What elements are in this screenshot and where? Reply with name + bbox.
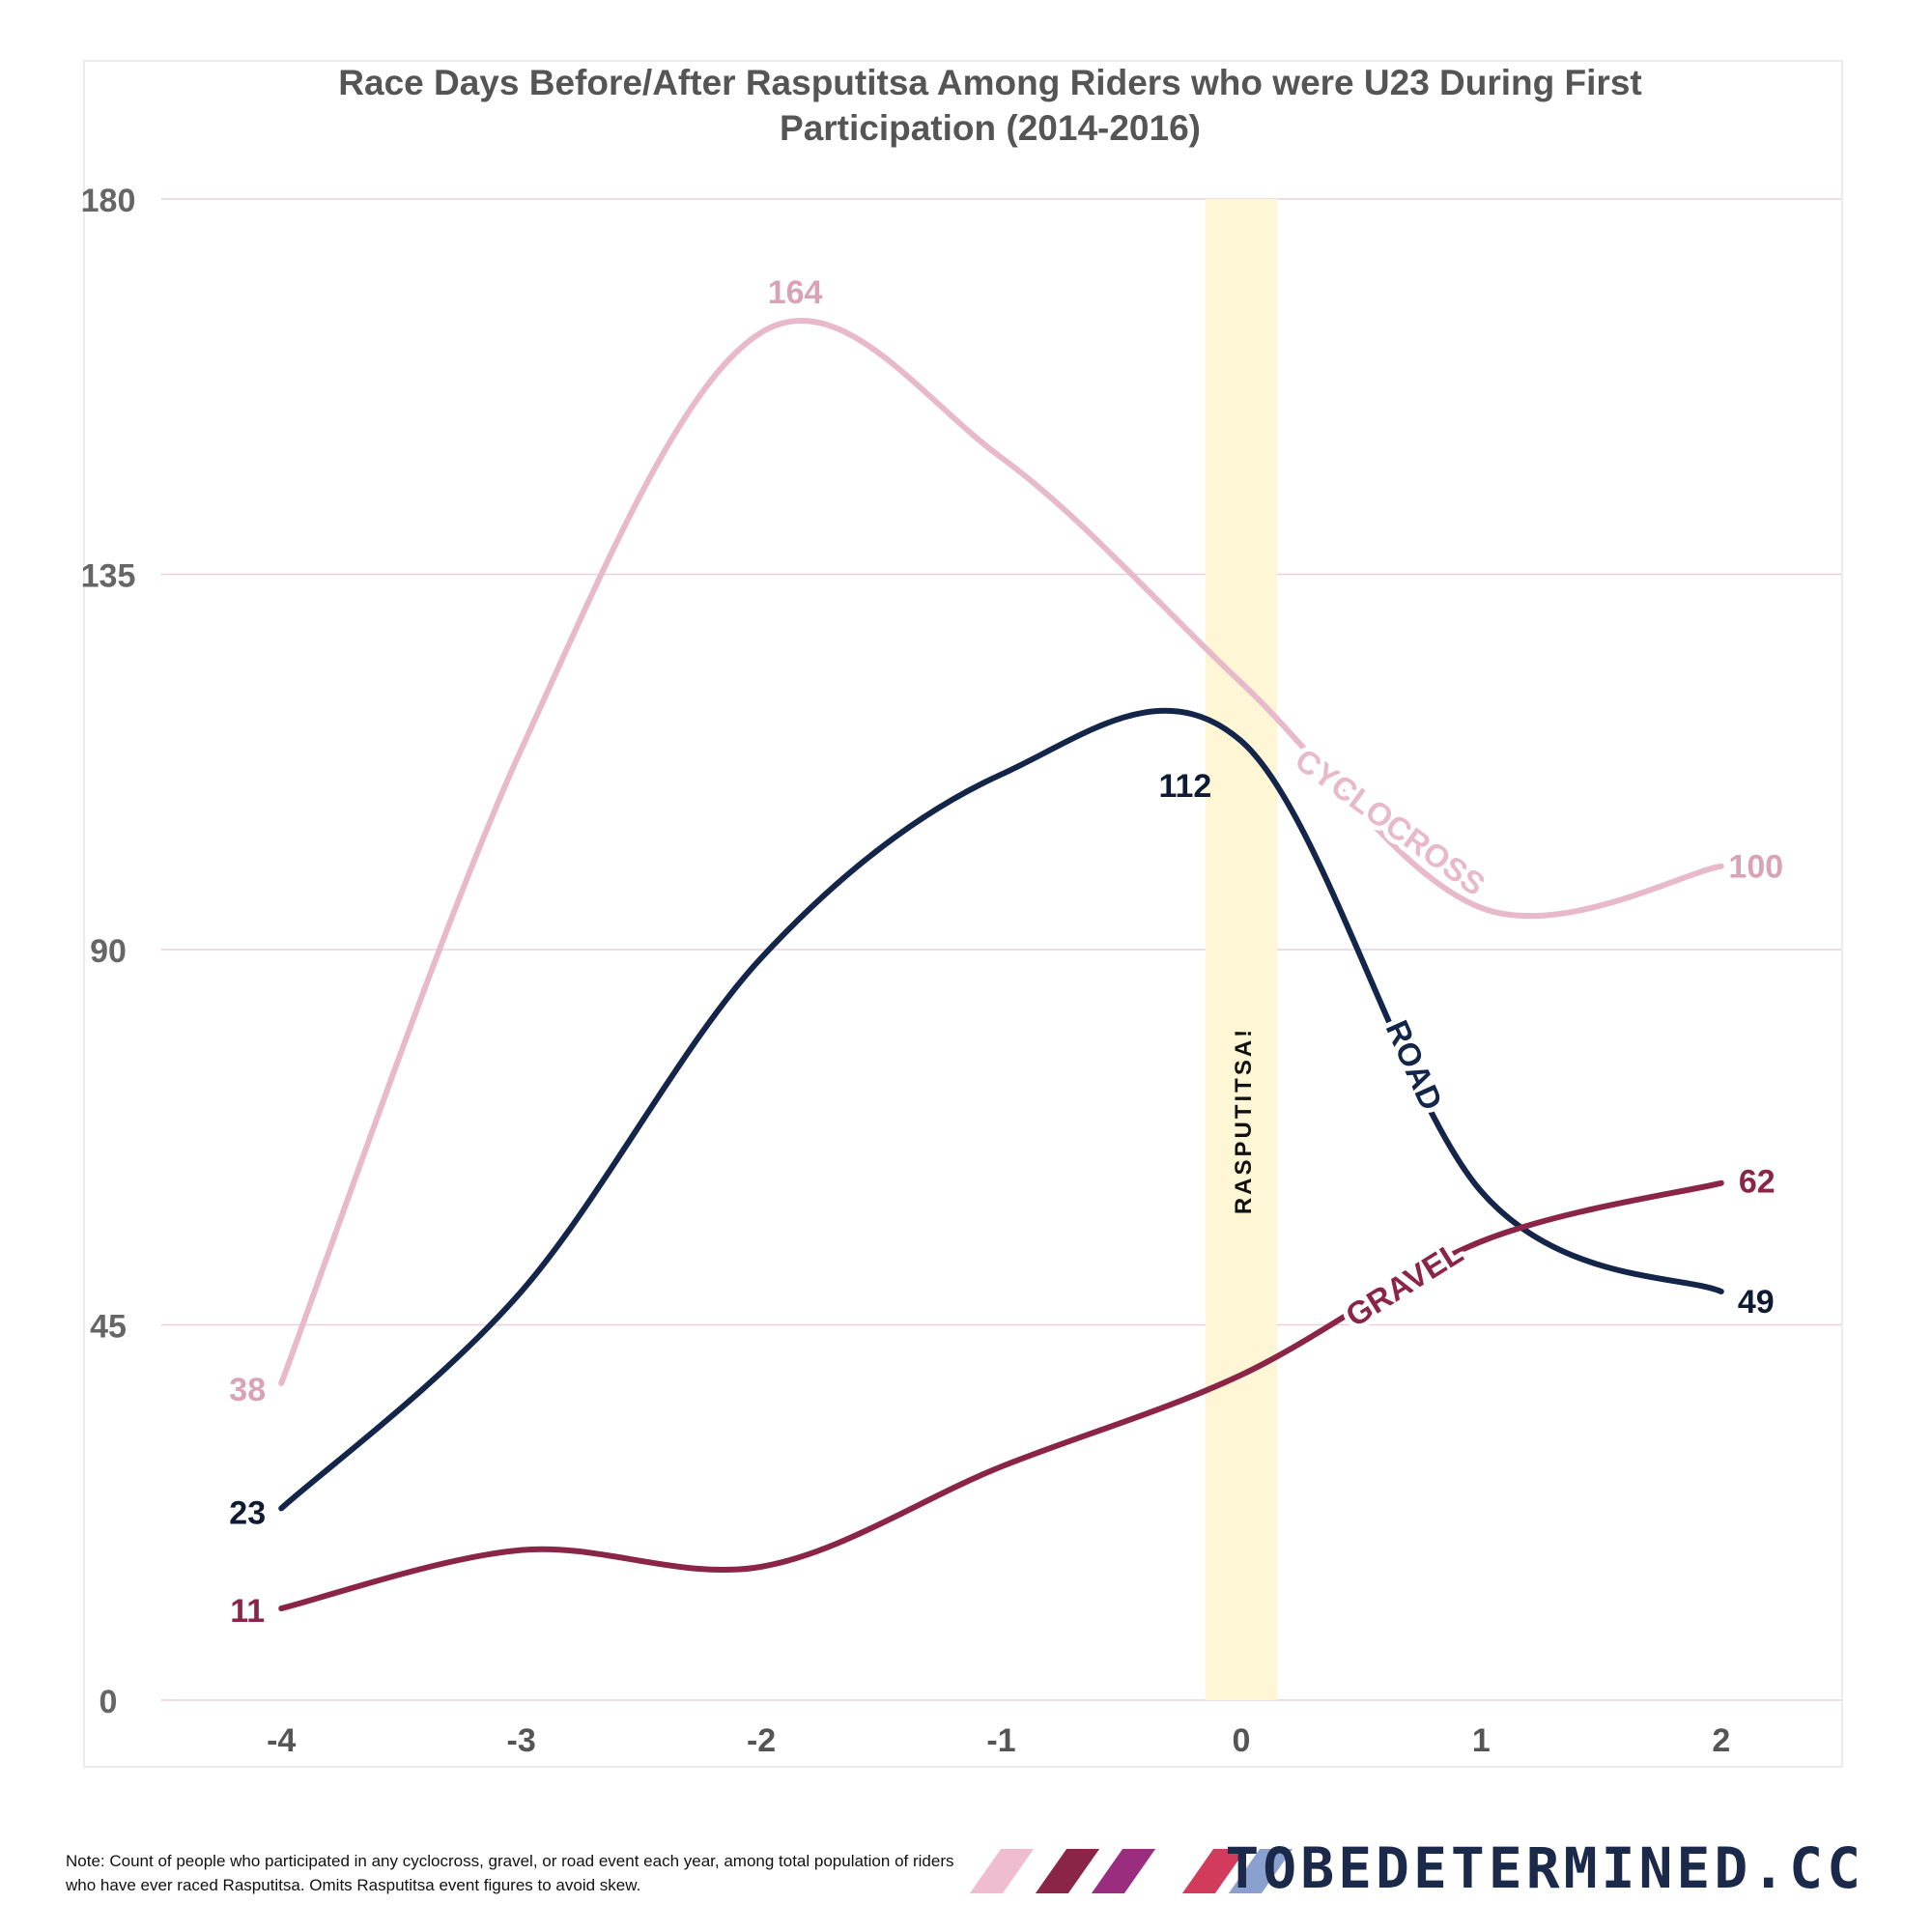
y-tick-label: 135	[81, 558, 136, 595]
x-tick-label: -4	[267, 1722, 296, 1759]
rasputitsa-band	[1205, 199, 1278, 1700]
data-label: 164	[768, 274, 823, 311]
y-tick-label: 180	[81, 183, 136, 219]
y-tick-label: 90	[90, 933, 127, 970]
series-name-label: GRAVEL	[1340, 1234, 1469, 1333]
data-label: 38	[229, 1372, 266, 1408]
data-label: 49	[1738, 1284, 1775, 1321]
series-line-cyclocross	[278, 318, 1724, 1386]
brand-logo[interactable]: TOBEDETERMINED.CC	[966, 1835, 1864, 1903]
series-name-label: CYCLOCROSS	[1289, 741, 1492, 902]
data-label: 23	[229, 1494, 266, 1531]
y-tick-label: 45	[90, 1309, 127, 1346]
series-line-gravel	[278, 1179, 1724, 1612]
x-tick-label: -1	[986, 1722, 1015, 1759]
x-tick-label: 1	[1472, 1722, 1491, 1759]
footnote: Note: Count of people who participated i…	[66, 1852, 954, 1894]
data-label: 62	[1739, 1164, 1776, 1201]
y-tick-label: 0	[99, 1684, 118, 1720]
series-name-label: ROAD	[1379, 1015, 1450, 1116]
x-tick-label: -2	[747, 1722, 776, 1759]
data-label: 11	[230, 1593, 265, 1630]
data-label: 112	[1158, 768, 1211, 805]
brand-name: TOBEDETERMINED.CC	[1225, 1835, 1864, 1901]
chart-title: Race Days Before/After Rasputitsa Among …	[338, 63, 1642, 148]
rasputitsa-band-label: RASPUTITSA!	[1231, 1027, 1257, 1214]
data-label: 100	[1728, 849, 1783, 886]
x-tick-label: 2	[1712, 1722, 1730, 1759]
series-line-road	[278, 707, 1724, 1512]
x-tick-label: -3	[507, 1722, 536, 1759]
x-tick-label: 0	[1232, 1722, 1250, 1759]
brand-stripe-icon	[1091, 1849, 1156, 1893]
brand-stripe-icon	[969, 1849, 1035, 1893]
brand-stripe-icon	[1035, 1849, 1100, 1893]
chart-frame	[83, 60, 1843, 1768]
